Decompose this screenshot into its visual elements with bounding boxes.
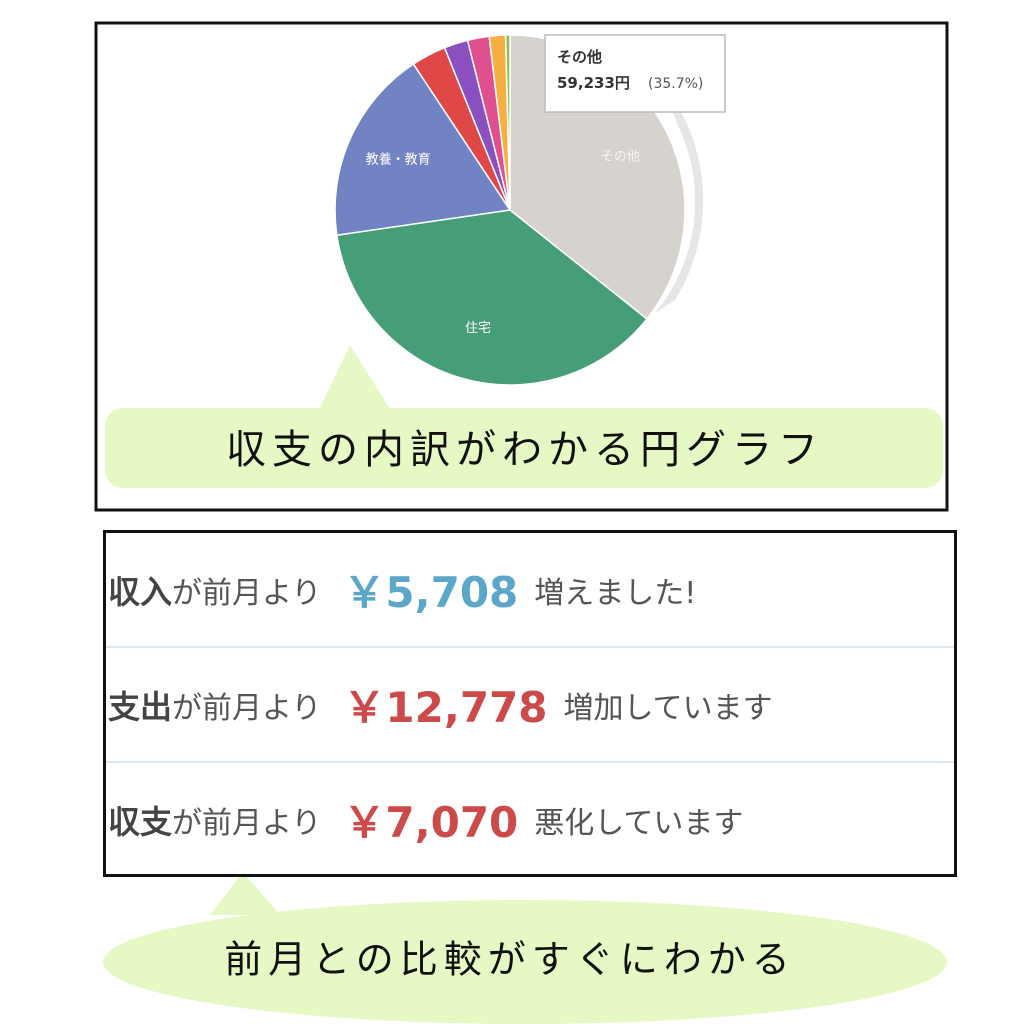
tooltip-amount: 59,233円	[557, 74, 630, 92]
comparison-row: 収入 が前月より ￥5,708 増えました!	[106, 533, 954, 648]
comparison-table: 収入 が前月より ￥5,708 増えました! 支出 が前月より ￥12,778 増加しています…	[103, 530, 957, 877]
callout-pointer	[210, 872, 280, 915]
tooltip: その他 59,233円 (35.7%)	[544, 34, 726, 113]
row-message: 増加しています	[563, 690, 773, 726]
callout-text: 前月との比較がすぐにわかる	[224, 938, 796, 982]
row-amount: ￥5,708	[343, 568, 519, 617]
tooltip-title: その他	[557, 48, 602, 66]
row-connector: が前月より	[172, 575, 322, 611]
row-message: 増えました!	[534, 575, 697, 611]
row-connector: が前月より	[172, 805, 322, 841]
comparison-row: 収支 が前月より ￥7,070 悪化しています	[106, 763, 954, 876]
pie-slice	[335, 209, 648, 386]
row-subject: 支出	[108, 687, 173, 726]
pie-shadow	[655, 80, 704, 313]
row-amount: ￥12,778	[343, 683, 548, 732]
row-amount: ￥7,070	[343, 798, 519, 847]
tooltip-box	[544, 34, 726, 113]
pie-slice	[504, 34, 511, 211]
slice-label: 住宅	[465, 321, 491, 336]
slice-label: その他	[601, 149, 640, 164]
comparison-row: 支出 が前月より ￥12,778 増加しています	[106, 648, 954, 763]
slice-label: 教養・教育	[366, 151, 431, 167]
callout-pointer	[318, 345, 392, 412]
row-message: 悪化しています	[534, 805, 744, 841]
callout-bubble	[103, 900, 947, 1024]
callout-bubble	[105, 408, 943, 488]
pie-slice	[334, 62, 512, 237]
callout-text: 収支の内訳がわかる円グラフ	[226, 427, 824, 473]
row-subject: 収入	[108, 572, 173, 611]
row-subject: 収支	[108, 802, 173, 841]
row-connector: が前月より	[172, 690, 322, 726]
tooltip-percent: (35.7%)	[648, 76, 703, 92]
